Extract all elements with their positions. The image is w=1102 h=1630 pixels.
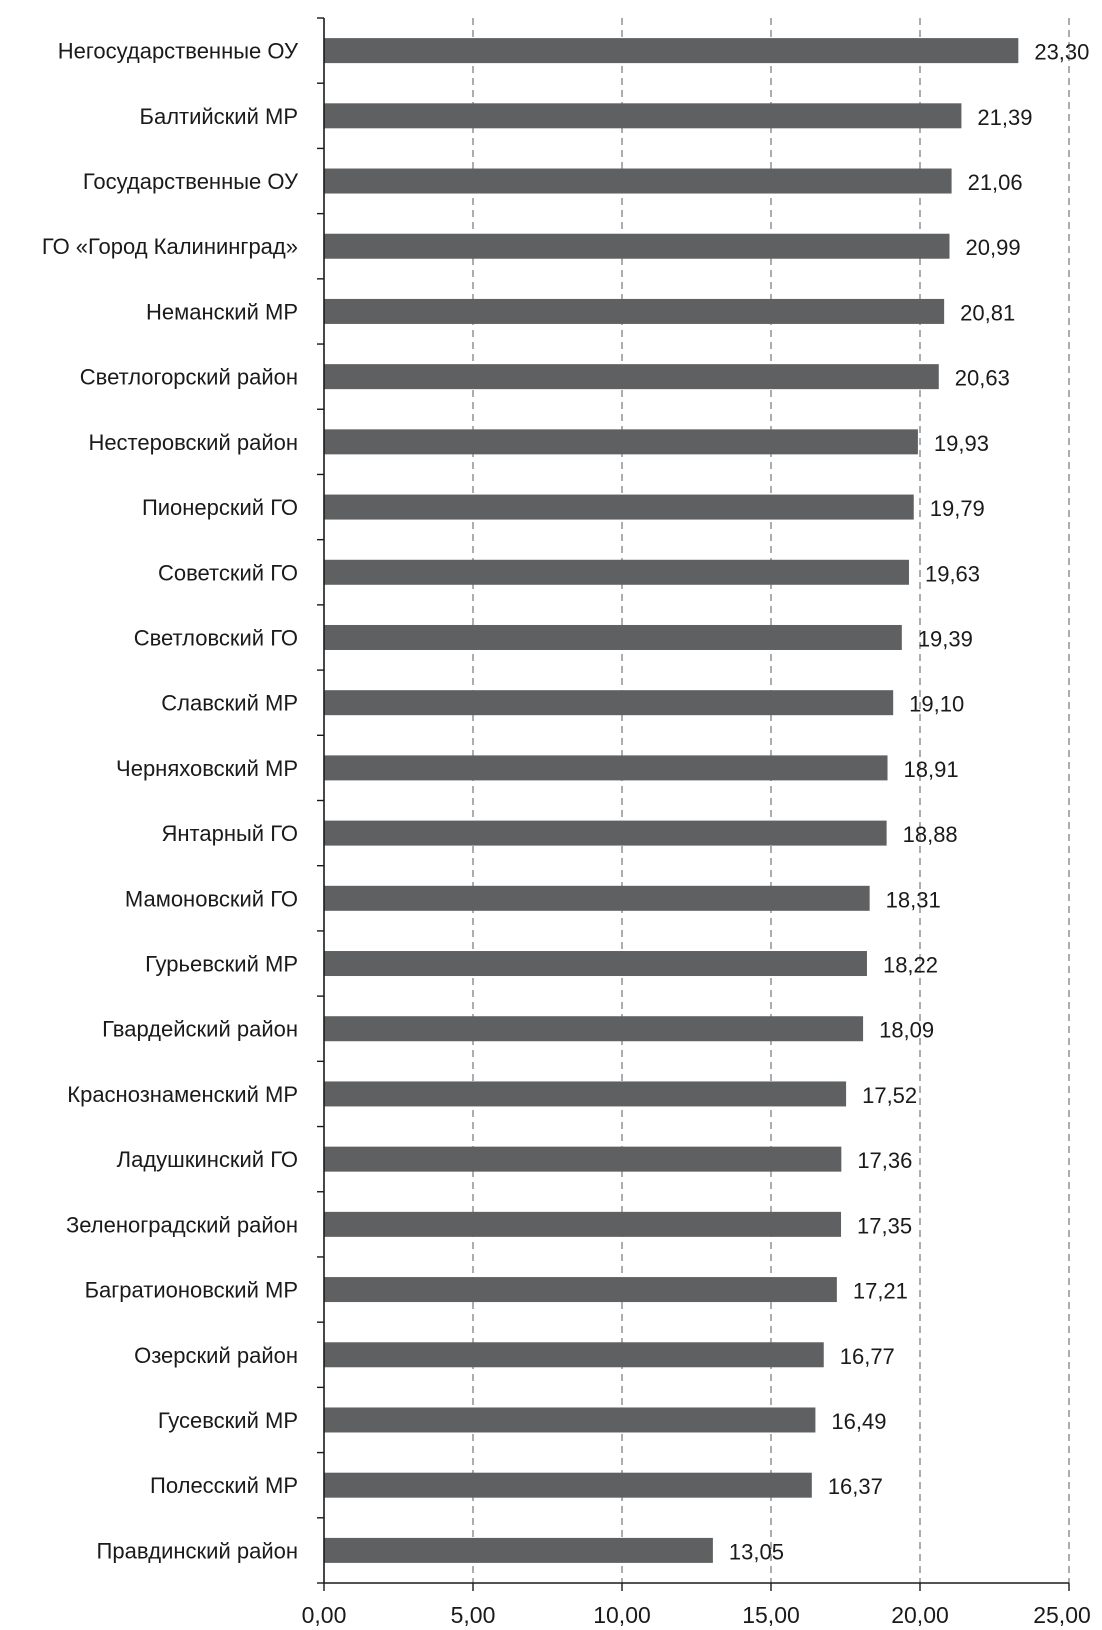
bars xyxy=(324,38,1019,1563)
bar xyxy=(324,559,909,585)
value-label: 18,22 xyxy=(883,953,938,978)
value-label: 20,63 xyxy=(955,366,1010,391)
category-label: Краснознаменский МР xyxy=(67,1082,298,1107)
value-label: 19,10 xyxy=(909,692,964,717)
bar xyxy=(324,494,914,520)
bar xyxy=(324,820,887,846)
value-label: 18,88 xyxy=(903,822,958,847)
x-tick-label: 20,00 xyxy=(891,1602,949,1628)
bar xyxy=(324,1211,842,1237)
bar xyxy=(324,624,902,650)
bar xyxy=(324,168,952,194)
x-tick-label: 15,00 xyxy=(742,1602,800,1628)
bar xyxy=(324,885,870,911)
bar xyxy=(324,103,962,129)
value-label: 18,91 xyxy=(904,757,959,782)
category-label: Светловский ГО xyxy=(134,625,298,650)
value-label: 19,63 xyxy=(925,561,980,586)
value-label: 16,37 xyxy=(828,1474,883,1499)
value-label: 16,77 xyxy=(840,1344,895,1369)
category-label: Светлогорский район xyxy=(80,365,298,390)
bar xyxy=(324,755,888,781)
value-label: 19,93 xyxy=(934,431,989,456)
x-tick-label: 5,00 xyxy=(451,1602,496,1628)
value-label: 17,35 xyxy=(857,1213,912,1238)
x-tick-label: 25,00 xyxy=(1033,1602,1091,1628)
bar xyxy=(324,298,945,324)
bar xyxy=(324,1472,812,1498)
value-label: 17,36 xyxy=(857,1148,912,1173)
category-label: Зеленоградский район xyxy=(66,1212,298,1237)
value-label: 21,06 xyxy=(968,170,1023,195)
category-label: Полесский МР xyxy=(150,1473,298,1498)
category-label: Гусевский МР xyxy=(158,1408,298,1433)
category-label: Гурьевский МР xyxy=(145,952,298,977)
category-label: Озерский район xyxy=(134,1343,298,1368)
category-label: Неманский МР xyxy=(146,299,298,324)
value-label: 17,21 xyxy=(853,1279,908,1304)
category-label: Черняховский МР xyxy=(116,756,298,781)
value-label: 16,49 xyxy=(831,1409,886,1434)
value-label: 17,52 xyxy=(862,1083,917,1108)
category-label: Славский МР xyxy=(161,691,298,716)
labels: Негосударственные ОУ 23,30 Балтийский МР 21… xyxy=(42,39,1091,1628)
bar xyxy=(324,1146,842,1172)
category-label: Янтарный ГО xyxy=(162,821,299,846)
x-tick-label: 0,00 xyxy=(302,1602,347,1628)
value-label: 18,09 xyxy=(879,1018,934,1043)
category-label: Пионерский ГО xyxy=(142,495,298,520)
bar xyxy=(324,38,1019,64)
bar xyxy=(324,364,939,390)
value-label: 21,39 xyxy=(977,105,1032,130)
category-label: Мамоновский ГО xyxy=(125,886,298,911)
bar xyxy=(324,1537,713,1563)
grid-lines xyxy=(472,18,1070,1583)
value-label: 19,39 xyxy=(918,626,973,651)
category-label: Нестеровский район xyxy=(88,430,298,455)
category-label: Ладушкинский ГО xyxy=(117,1147,298,1172)
category-label: Негосударственные ОУ xyxy=(58,39,299,64)
value-label: 13,05 xyxy=(729,1539,784,1564)
axes xyxy=(317,17,1070,1591)
bar xyxy=(324,1081,847,1107)
bar xyxy=(324,1342,824,1368)
category-label: Балтийский МР xyxy=(140,104,298,129)
bar xyxy=(324,1407,816,1433)
category-label: Государственные ОУ xyxy=(83,169,299,194)
category-label: ГО «Город Калининград» xyxy=(42,234,298,259)
bar xyxy=(324,1277,837,1303)
value-label: 19,79 xyxy=(930,496,985,521)
value-label: 20,81 xyxy=(960,300,1015,325)
category-label: Гвардейский район xyxy=(102,1017,298,1042)
value-label: 20,99 xyxy=(966,235,1021,260)
value-label: 18,31 xyxy=(886,887,941,912)
value-label: 23,30 xyxy=(1034,40,1089,65)
category-label: Советский ГО xyxy=(158,560,298,585)
bar xyxy=(324,429,918,455)
bar xyxy=(324,951,867,977)
bar xyxy=(324,1016,864,1042)
bar xyxy=(324,233,950,259)
category-label: Правдинский район xyxy=(97,1538,298,1563)
category-label: Багратионовский МР xyxy=(85,1278,298,1303)
x-tick-label: 10,00 xyxy=(593,1602,651,1628)
bar xyxy=(324,690,894,716)
